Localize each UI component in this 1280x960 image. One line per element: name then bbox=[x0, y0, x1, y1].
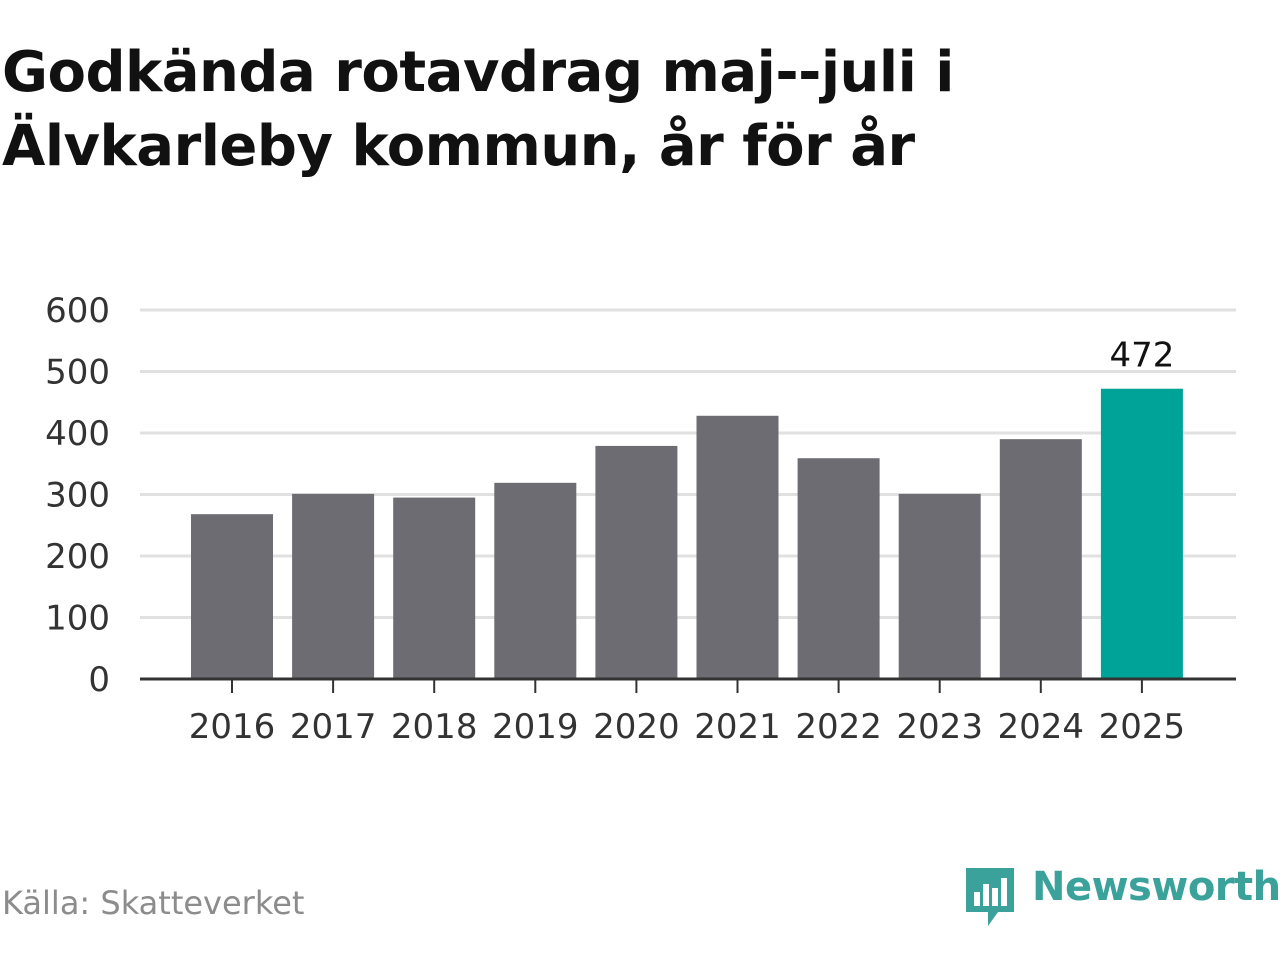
bar-2024 bbox=[999, 439, 1082, 679]
page-title: Godkända rotavdrag maj--juli i Älvkarleb… bbox=[2, 40, 954, 179]
y-tick-label: 0 bbox=[88, 660, 110, 700]
y-tick-label: 500 bbox=[45, 353, 110, 393]
x-axis-tick-labels: 2016 2017 2018 2019 2020 2021 2022 2023 2024 2025 bbox=[189, 707, 1185, 747]
bar-2025 bbox=[1100, 388, 1183, 679]
y-tick-label: 200 bbox=[45, 537, 110, 577]
x-tick-label: 2021 bbox=[694, 707, 781, 747]
bar-2017 bbox=[292, 493, 375, 679]
bars bbox=[191, 388, 1183, 679]
x-tick-label: 2016 bbox=[189, 707, 276, 747]
bar-2020 bbox=[595, 445, 678, 679]
x-tick-label: 2023 bbox=[896, 707, 983, 747]
x-axis-ticks bbox=[231, 679, 1143, 693]
brand-logo: Newsworthy bbox=[960, 862, 1280, 928]
y-tick-label: 100 bbox=[45, 599, 110, 639]
data-label: 472 bbox=[1109, 336, 1174, 376]
bar-2021 bbox=[696, 415, 779, 679]
x-tick-label: 2022 bbox=[795, 707, 882, 747]
x-tick-label: 2025 bbox=[1099, 707, 1186, 747]
source-note: Källa: Skatteverket bbox=[2, 884, 305, 922]
y-axis-tick-labels: 0 100 200 300 400 500 600 bbox=[45, 291, 110, 700]
newsworthy-logo-icon bbox=[966, 868, 1014, 926]
bar-2016 bbox=[191, 514, 273, 679]
bar-2018 bbox=[393, 497, 476, 679]
brand-name: Newsworthy bbox=[1032, 864, 1280, 910]
data-labels: 472 bbox=[1106, 333, 1177, 379]
bar-2022 bbox=[797, 458, 880, 679]
bar-2023 bbox=[898, 493, 981, 679]
bar-2019 bbox=[494, 482, 577, 679]
y-tick-label: 300 bbox=[45, 476, 110, 516]
y-tick-label: 600 bbox=[45, 291, 110, 331]
x-tick-label: 2020 bbox=[593, 707, 680, 747]
x-tick-label: 2019 bbox=[492, 707, 579, 747]
x-tick-label: 2018 bbox=[391, 707, 478, 747]
y-tick-label: 400 bbox=[45, 414, 110, 454]
x-tick-label: 2017 bbox=[290, 707, 377, 747]
x-tick-label: 2024 bbox=[998, 707, 1085, 747]
